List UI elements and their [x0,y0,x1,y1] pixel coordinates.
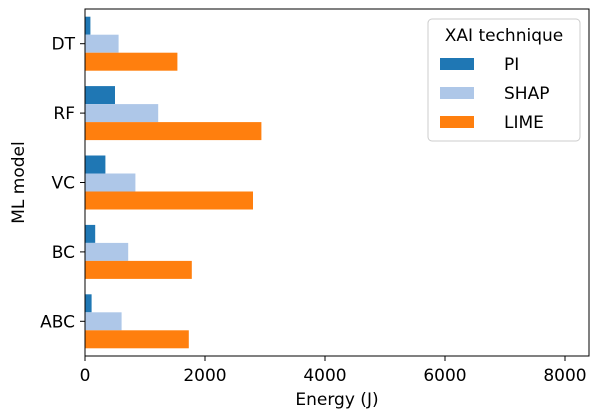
y-axis-title: ML model [9,141,29,223]
x-axis-title: Energy (J) [295,390,378,410]
bar-dt-lime [85,52,178,71]
bar-rf-lime [85,122,262,141]
x-tick-label: 2000 [183,366,226,386]
y-tick-label: RF [53,104,75,124]
x-axis: 0 2000 4000 6000 8000 [80,356,587,386]
x-tick-label: 6000 [423,366,466,386]
y-tick-label: VC [52,174,76,194]
legend-label-pi: PI [504,55,519,75]
legend: XAI technique PI SHAP LIME [427,18,581,142]
bar-vc-shap [85,173,136,192]
x-tick-label: 8000 [543,366,586,386]
bar-abc-pi [85,294,92,313]
y-axis: DT RF VC BC ABC [40,35,85,332]
legend-box [427,18,581,142]
legend-swatch-lime [440,116,474,128]
bar-bc-lime [85,260,192,279]
legend-items: PI SHAP LIME [440,55,549,133]
bar-rf-shap [85,104,159,123]
bars-layer [85,16,262,349]
bar-vc-lime [85,191,253,210]
bar-abc-shap [85,312,122,331]
bar-dt-shap [85,34,119,53]
legend-label-shap: SHAP [504,84,549,104]
y-tick-label: ABC [40,312,75,332]
bar-dt-pi [85,16,91,35]
y-tick-label: DT [52,35,76,55]
bar-bc-shap [85,242,129,261]
legend-swatch-pi [440,58,474,70]
x-tick-label: 0 [80,366,91,386]
bar-abc-lime [85,330,189,349]
y-tick-label: BC [52,243,75,263]
x-tick-label: 4000 [303,366,346,386]
bar-rf-pi [85,86,115,105]
bar-bc-pi [85,224,96,243]
legend-label-lime: LIME [504,113,544,133]
legend-swatch-shap [440,87,474,99]
bar-vc-pi [85,155,106,174]
legend-title: XAI technique [445,26,563,46]
